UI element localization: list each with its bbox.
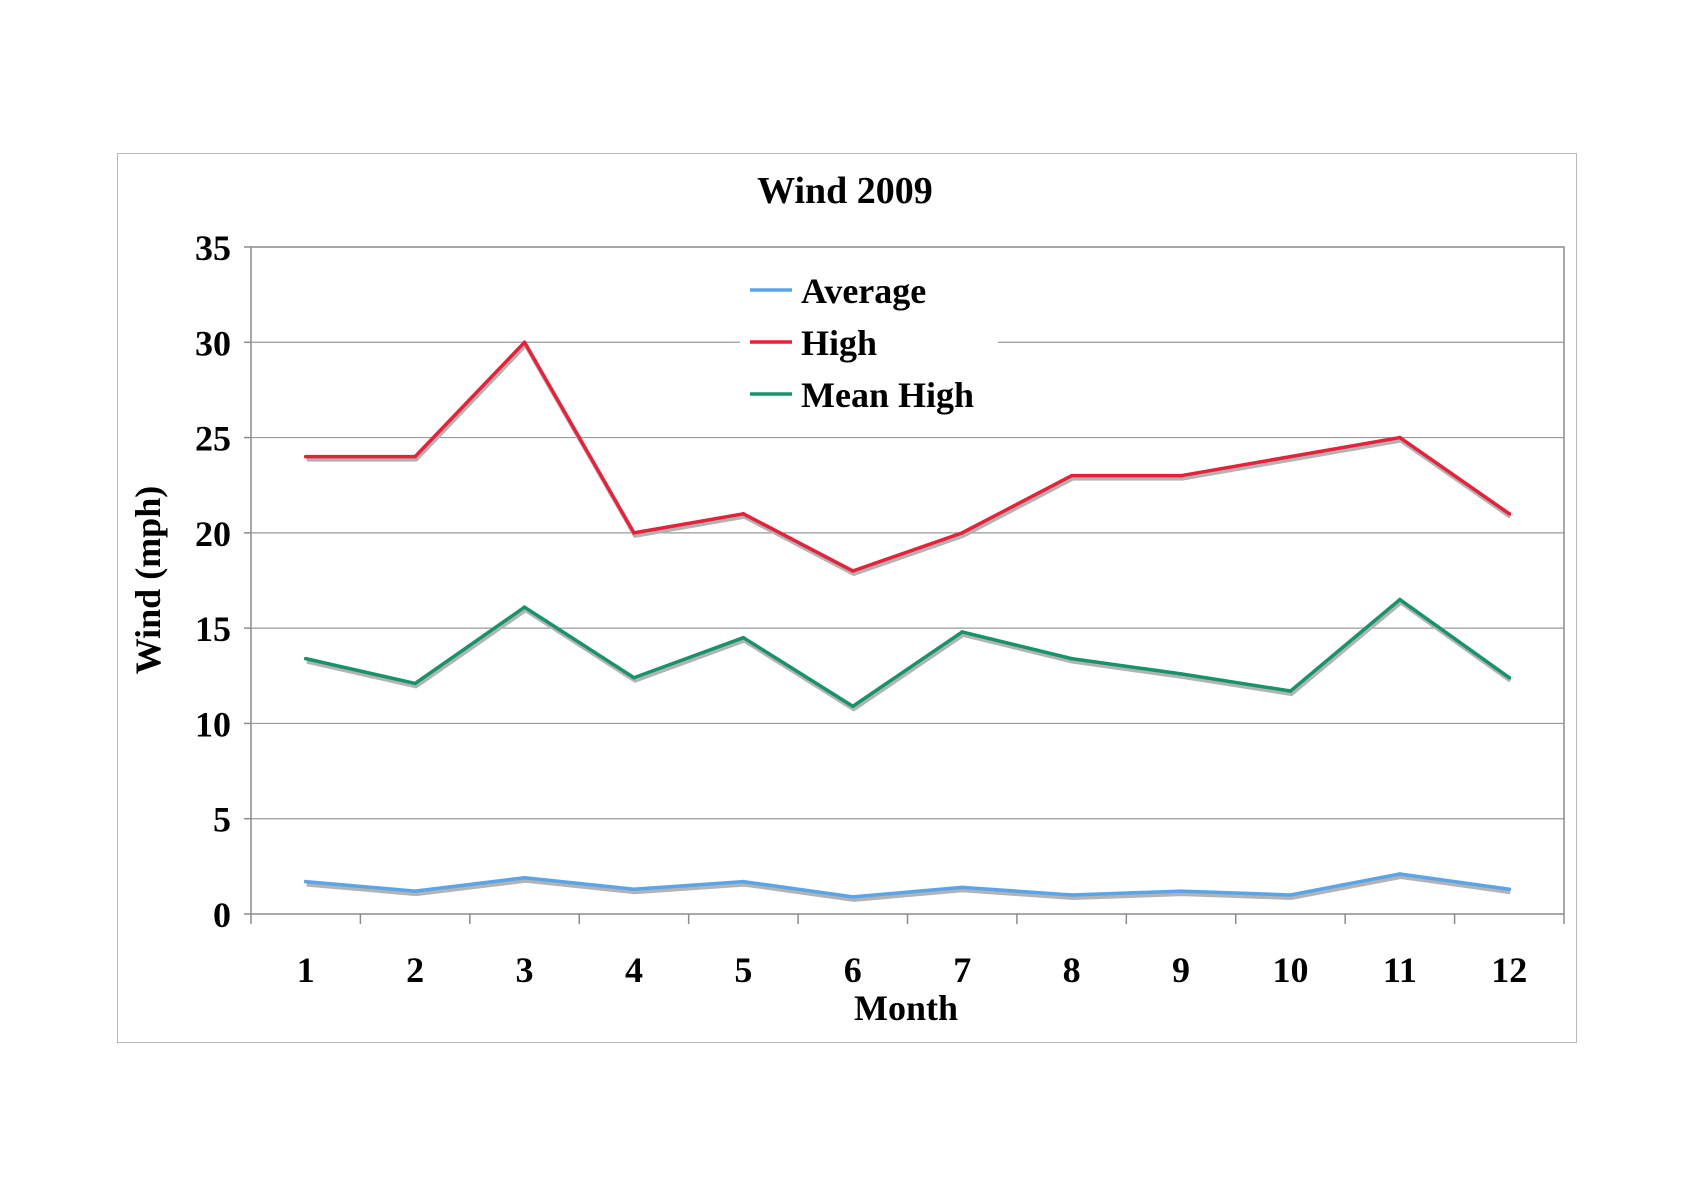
data-point [960,630,965,634]
data-point [1288,454,1293,459]
data-point [1069,473,1074,478]
data-point [303,879,308,884]
x-axis-ticks: 1 2 3 4 5 6 7 8 9 10 11 12 [250,914,1565,990]
data-point [850,569,855,573]
data-point [632,531,636,535]
x-tick-label: 5 [734,950,752,990]
data-point [850,704,855,709]
data-point [1507,675,1512,680]
data-point [303,454,308,459]
series-shadow [306,600,1512,712]
series-lines [303,340,1512,902]
series-line-mean-high [305,597,1511,709]
y-axis-ticks: 0 5 10 15 20 25 30 35 [195,228,251,935]
legend-label: High [801,323,877,363]
y-tick-label: 0 [213,895,231,935]
x-tick-label: 8 [1063,950,1081,990]
x-tick-label: 11 [1383,950,1417,990]
series-shadow [306,874,1511,902]
y-tick-label: 35 [195,228,231,268]
y-tick-label: 30 [195,323,231,363]
data-point [1398,872,1402,876]
series-line-average [305,872,1510,899]
chart-title: Wind 2009 [757,170,933,212]
legend: Average High Mean High [740,264,998,417]
y-tick-label: 20 [195,514,231,554]
data-point [1179,672,1183,676]
data-point [1288,689,1293,693]
data-point [741,879,746,884]
legend-label: Mean High [801,375,974,415]
data-point [632,887,636,892]
x-tick-label: 4 [625,950,643,990]
data-point [522,340,527,345]
data-point [741,635,746,640]
data-point [413,681,417,686]
data-point [850,895,855,899]
data-point [960,885,965,890]
x-tick-label: 1 [297,950,315,990]
data-point [960,531,965,535]
y-tick-label: 5 [213,800,231,840]
y-axis-title: Wind (mph) [128,486,168,674]
data-point [1507,887,1512,892]
x-axis-title: Month [854,988,958,1028]
legend-label: Average [801,271,926,311]
data-point [303,656,308,661]
x-tick-label: 2 [406,950,424,990]
data-point [741,512,746,516]
data-point [1507,512,1512,516]
data-point [1398,435,1402,440]
x-tick-label: 10 [1272,950,1308,990]
series-shadow [306,343,1512,576]
data-point [413,454,417,459]
data-point [632,675,636,680]
data-point [1069,893,1074,897]
data-point [1179,889,1183,893]
x-tick-label: 3 [516,950,534,990]
data-point [522,875,527,880]
x-tick-label: 7 [953,950,971,990]
data-point [522,605,527,609]
data-point [1288,893,1293,897]
y-tick-label: 25 [195,419,231,459]
data-point [1398,597,1402,602]
x-tick-label: 9 [1172,950,1190,990]
data-point [413,889,417,893]
x-tick-label: 12 [1491,950,1527,990]
y-tick-label: 10 [195,704,231,744]
y-tick-label: 15 [195,609,231,649]
x-tick-label: 6 [844,950,862,990]
series-line-high [305,340,1511,573]
data-point [1069,656,1074,661]
data-point [1179,473,1183,478]
